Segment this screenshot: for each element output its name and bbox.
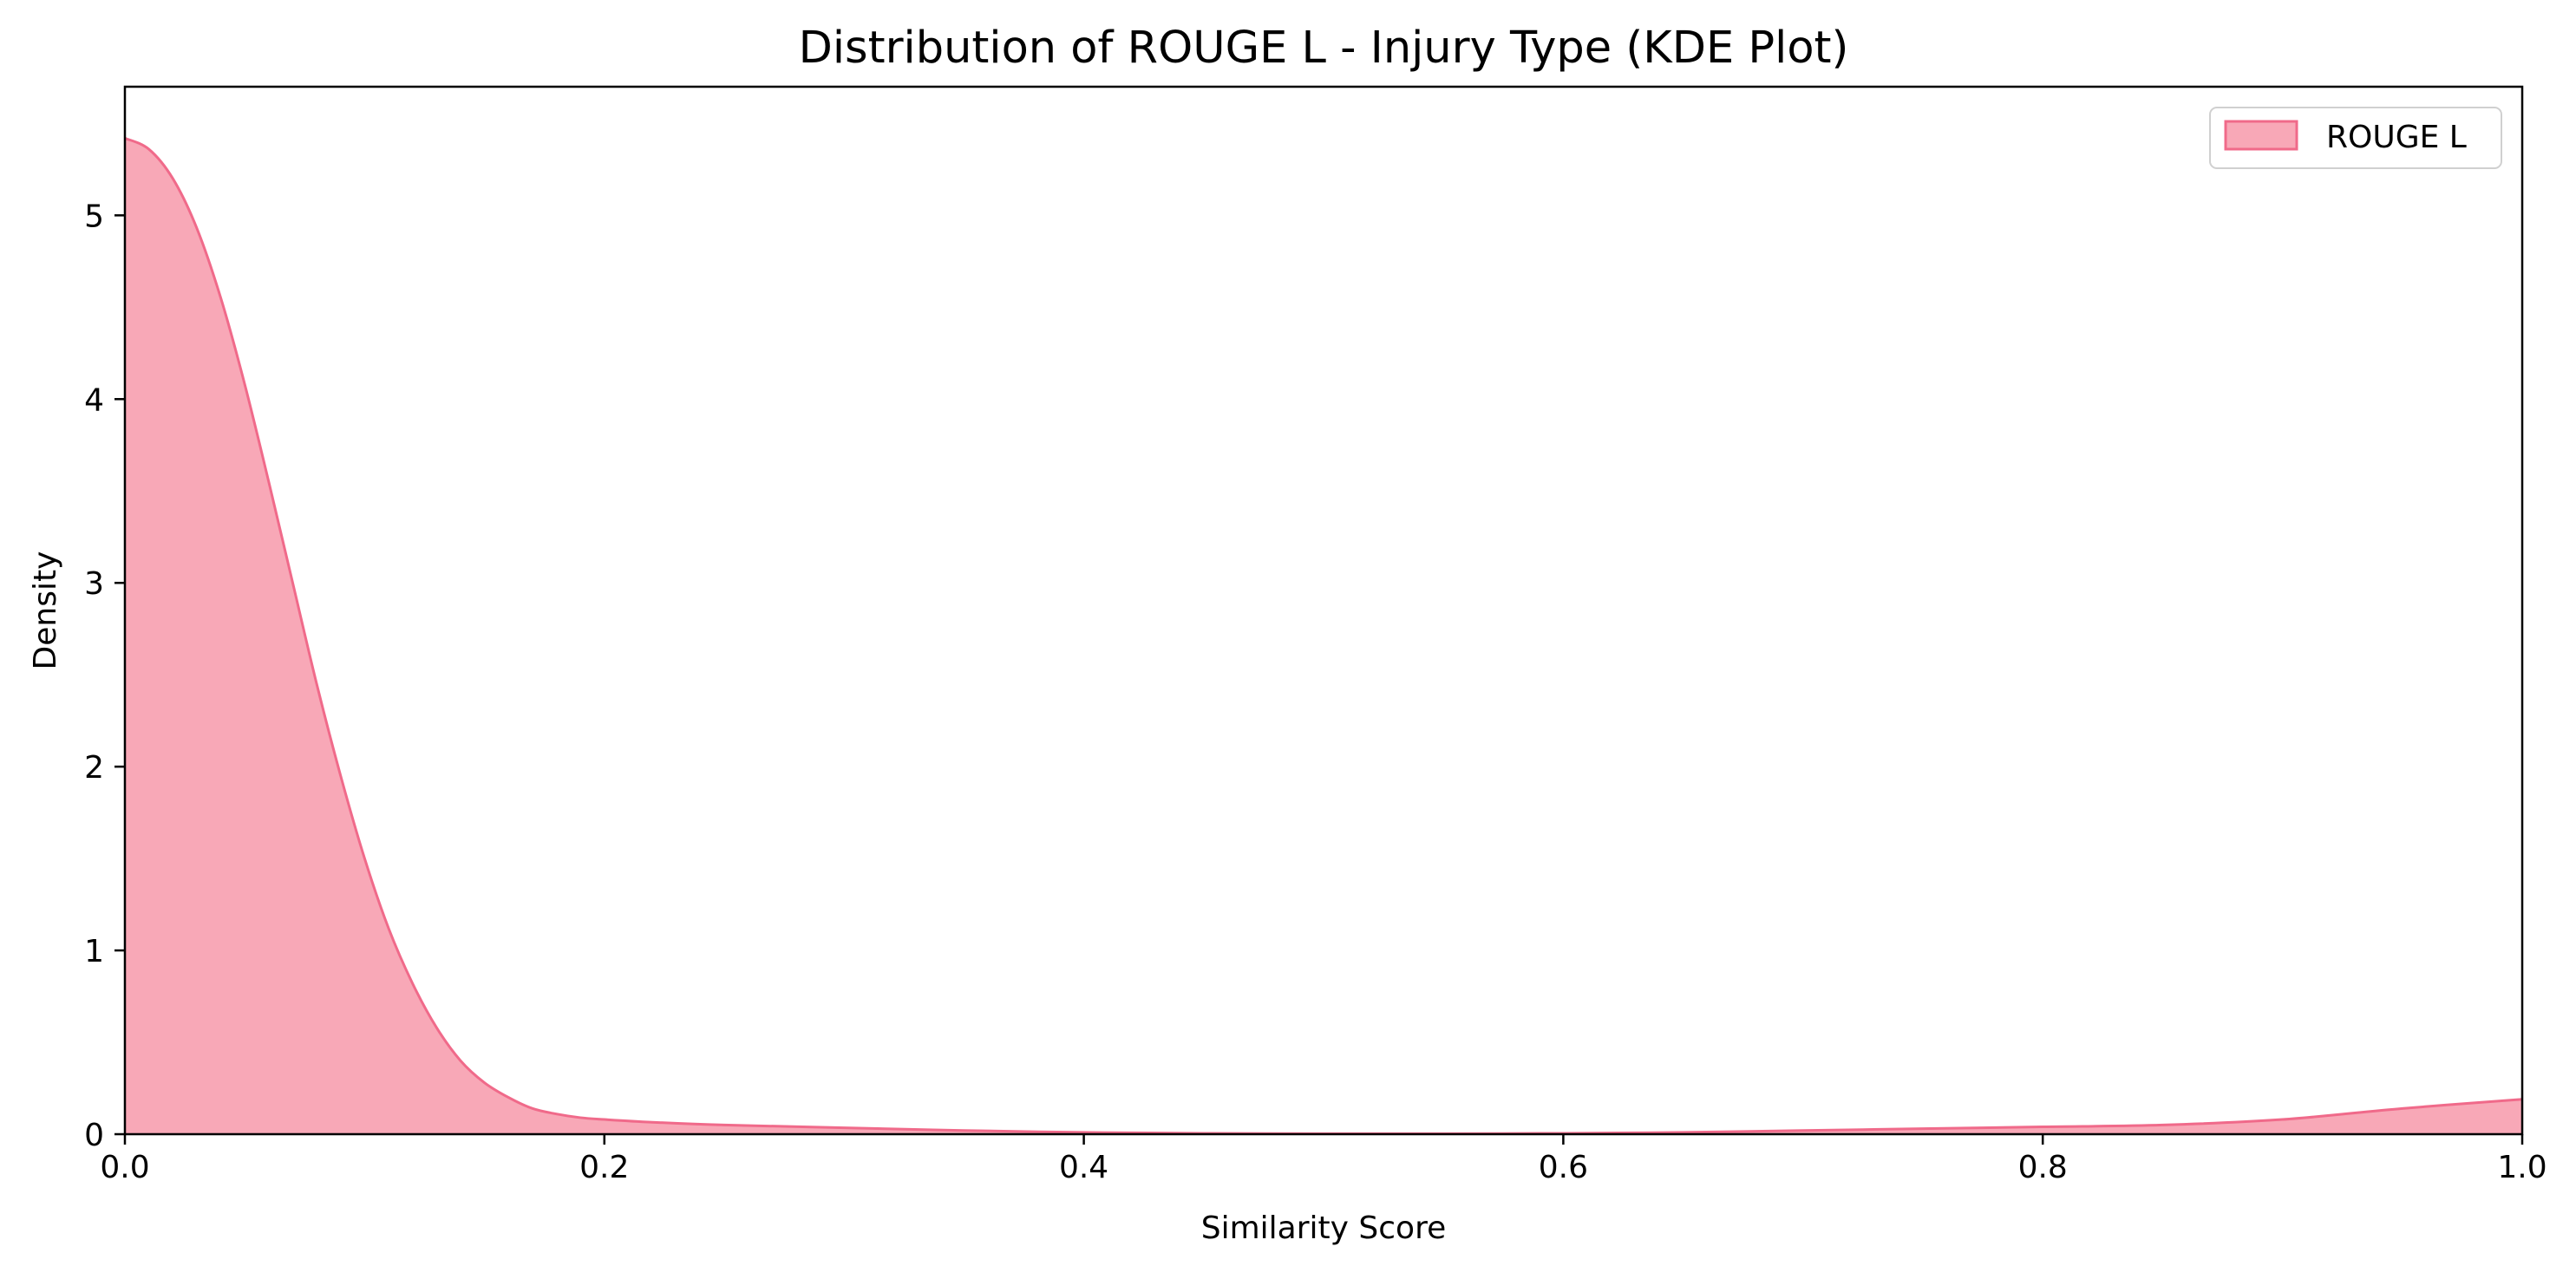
chart-title: Distribution of ROUGE L - Injury Type (K… xyxy=(799,23,1849,74)
y-tick-label: 4 xyxy=(84,382,104,418)
y-axis-label: Density xyxy=(28,551,63,670)
plot-area xyxy=(123,85,2524,1136)
legend-swatch xyxy=(2224,120,2298,151)
y-tick-label: 5 xyxy=(84,199,104,234)
x-tick-label: 0.8 xyxy=(2018,1150,2068,1185)
x-tick-label: 1.0 xyxy=(2497,1150,2547,1185)
y-tick-label: 2 xyxy=(84,750,104,786)
x-axis-ticks: 0.0 0.2 0.4 0.6 0.8 1.0 xyxy=(100,1134,2547,1185)
x-tick-label: 0.4 xyxy=(1059,1150,1108,1185)
y-tick-label: 3 xyxy=(84,566,104,602)
y-axis-ticks: 0 1 2 3 4 5 xyxy=(84,199,125,1153)
x-tick-label: 0.2 xyxy=(579,1150,629,1185)
y-tick-label: 0 xyxy=(84,1118,104,1153)
x-axis-label: Similarity Score xyxy=(1201,1210,1446,1246)
kde-line xyxy=(124,136,2523,1135)
plot-frame xyxy=(123,85,2524,1136)
legend: ROUGE L xyxy=(2209,107,2502,169)
kde-area-fill xyxy=(125,138,2522,1135)
legend-label: ROUGE L xyxy=(2326,120,2467,155)
y-tick-label: 1 xyxy=(84,934,104,969)
x-tick-label: 0.6 xyxy=(1539,1150,1588,1185)
x-tick-label: 0.0 xyxy=(100,1150,149,1185)
